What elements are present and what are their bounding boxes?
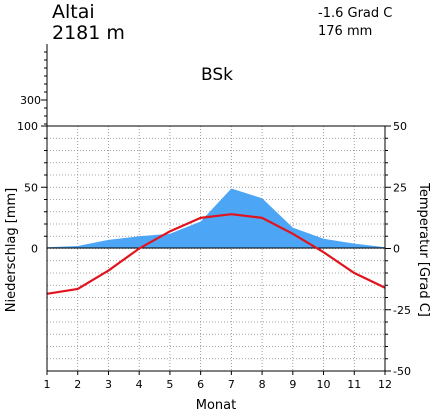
x-tick-label: 5 bbox=[166, 378, 173, 391]
climate-class-label: BSk bbox=[201, 65, 233, 85]
x-tick-label: 8 bbox=[259, 378, 266, 391]
x-tick-label: 6 bbox=[197, 378, 204, 391]
left-tick-label: 0 bbox=[31, 243, 38, 256]
x-tick-label: 2 bbox=[74, 378, 81, 391]
right-tick-label: 25 bbox=[393, 181, 407, 194]
x-tick-label: 3 bbox=[105, 378, 112, 391]
right-axis-ticks bbox=[385, 125, 391, 372]
x-tick-label: 12 bbox=[378, 378, 392, 391]
left-axis-tick-labels: 100 50 0 bbox=[17, 120, 38, 256]
right-axis-title: Temperatur [Grad C] bbox=[416, 182, 431, 317]
x-axis-tick-labels: 1 2 3 4 5 6 7 8 9 10 11 12 bbox=[44, 378, 393, 391]
annual-precipitation: 176 mm bbox=[318, 24, 372, 39]
left-axis-title: Niederschlag [mm] bbox=[4, 188, 19, 313]
temperature-line bbox=[46, 213, 386, 295]
right-tick-label: -25 bbox=[393, 304, 411, 317]
right-tick-label: 0 bbox=[393, 243, 400, 256]
right-axis-tick-labels: 50 25 0 -25 -50 bbox=[393, 120, 411, 378]
left-axis-ticks bbox=[41, 125, 47, 237]
left-tick-label: 100 bbox=[17, 120, 38, 133]
upper-precip-tick-label: 300 bbox=[20, 94, 41, 107]
station-name: Altai bbox=[52, 1, 95, 23]
left-tick-label: 50 bbox=[24, 181, 38, 194]
station-elevation: 2181 m bbox=[52, 22, 125, 44]
x-tick-label: 10 bbox=[317, 378, 331, 391]
x-tick-label: 4 bbox=[136, 378, 143, 391]
x-tick-label: 7 bbox=[228, 378, 235, 391]
x-tick-label: 11 bbox=[347, 378, 361, 391]
precipitation-area bbox=[47, 188, 385, 249]
x-tick-label: 1 bbox=[44, 378, 51, 391]
upper-precip-ticks bbox=[41, 51, 47, 125]
mean-temperature: -1.6 Grad C bbox=[318, 6, 392, 21]
x-axis-title: Monat bbox=[196, 398, 236, 413]
x-axis-ticks bbox=[46, 371, 386, 375]
x-tick-label: 9 bbox=[289, 378, 296, 391]
right-tick-label: 50 bbox=[393, 120, 407, 133]
right-tick-label: -50 bbox=[393, 365, 411, 378]
